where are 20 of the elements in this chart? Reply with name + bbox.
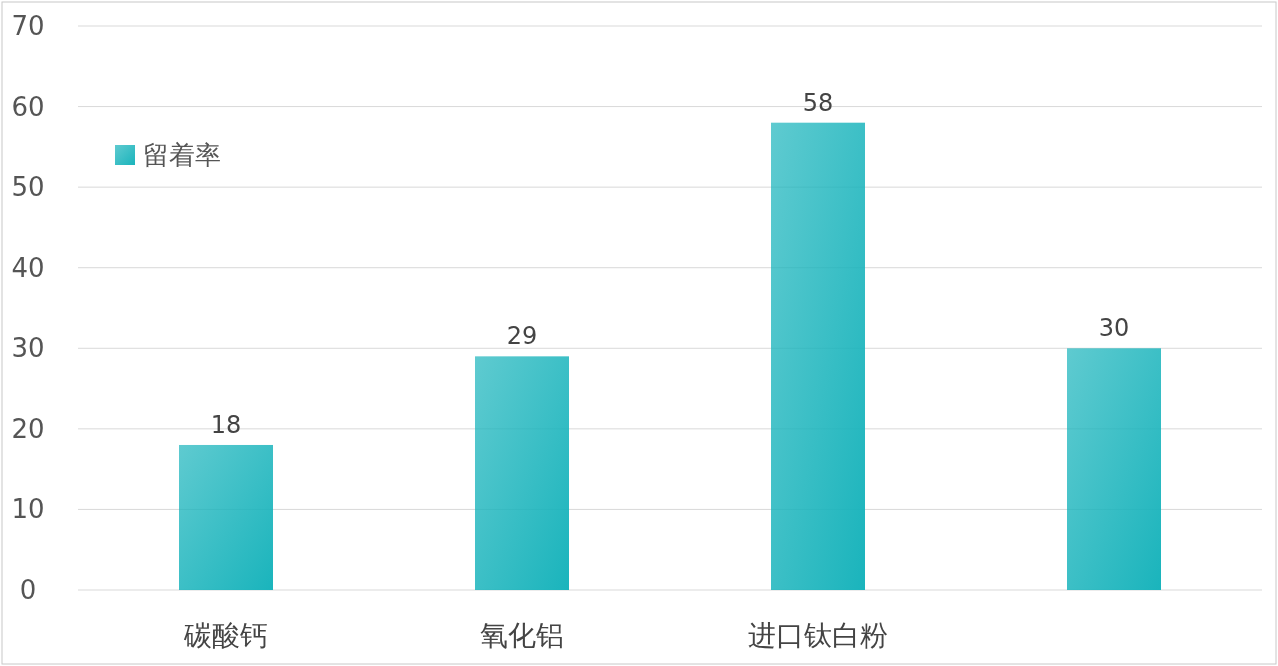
- y-tick-label: 40: [11, 252, 45, 283]
- bar: [1067, 348, 1161, 590]
- y-tick-label: 60: [11, 91, 45, 122]
- data-label: 30: [1098, 314, 1130, 343]
- data-label: 58: [802, 88, 834, 117]
- bar: [475, 356, 569, 590]
- y-tick-label: 20: [11, 413, 45, 444]
- bar: [179, 444, 273, 590]
- y-tick-label: 70: [11, 11, 45, 41]
- y-tick-label: 30: [11, 333, 45, 364]
- y-tick-label: 50: [11, 172, 45, 203]
- x-tick-label: 碳酸钙: [183, 619, 268, 652]
- y-tick-label: 10: [11, 494, 45, 525]
- bar: [771, 122, 865, 590]
- y-tick-label: 0: [19, 575, 37, 605]
- x-tick-label: 进口钛白粉: [748, 619, 888, 652]
- x-tick-label: 氧化铝: [480, 619, 564, 652]
- data-label: 29: [506, 322, 538, 351]
- data-label: 18: [210, 410, 242, 439]
- legend-label: 留着率: [143, 140, 221, 170]
